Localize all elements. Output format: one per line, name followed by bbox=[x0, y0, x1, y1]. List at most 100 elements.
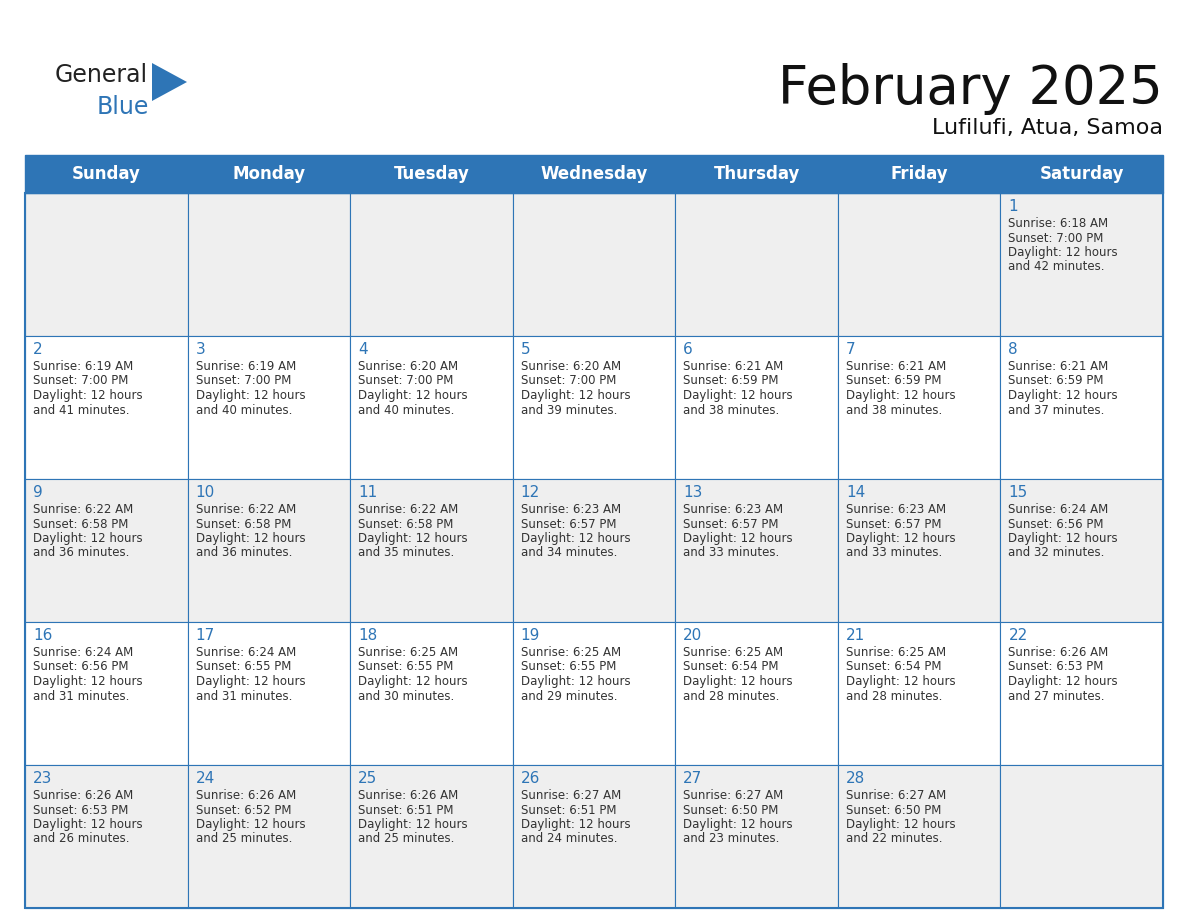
Text: and 31 minutes.: and 31 minutes. bbox=[33, 689, 129, 702]
Text: Sunrise: 6:22 AM: Sunrise: 6:22 AM bbox=[358, 503, 459, 516]
Text: 1: 1 bbox=[1009, 199, 1018, 214]
Text: Sunset: 6:58 PM: Sunset: 6:58 PM bbox=[33, 518, 128, 531]
Text: Sunrise: 6:24 AM: Sunrise: 6:24 AM bbox=[1009, 503, 1108, 516]
Text: Sunset: 7:00 PM: Sunset: 7:00 PM bbox=[196, 375, 291, 387]
Text: Friday: Friday bbox=[890, 165, 948, 183]
Bar bbox=[25, 622, 188, 765]
Bar bbox=[1000, 336, 1163, 479]
Text: Daylight: 12 hours: Daylight: 12 hours bbox=[1009, 389, 1118, 402]
Text: Sunset: 6:51 PM: Sunset: 6:51 PM bbox=[520, 803, 617, 816]
Text: 11: 11 bbox=[358, 485, 378, 500]
Text: and 37 minutes.: and 37 minutes. bbox=[1009, 404, 1105, 417]
Text: Sunrise: 6:21 AM: Sunrise: 6:21 AM bbox=[846, 360, 946, 373]
Text: and 35 minutes.: and 35 minutes. bbox=[358, 546, 454, 559]
Text: 2: 2 bbox=[33, 342, 43, 357]
Text: and 22 minutes.: and 22 minutes. bbox=[846, 833, 942, 845]
Text: Daylight: 12 hours: Daylight: 12 hours bbox=[196, 532, 305, 545]
Text: Sunrise: 6:25 AM: Sunrise: 6:25 AM bbox=[520, 646, 621, 659]
Bar bbox=[513, 765, 675, 908]
Text: Sunset: 6:56 PM: Sunset: 6:56 PM bbox=[1009, 518, 1104, 531]
Bar bbox=[675, 765, 838, 908]
Bar bbox=[838, 622, 1000, 765]
Bar bbox=[675, 336, 838, 479]
Bar bbox=[838, 765, 1000, 908]
Text: Daylight: 12 hours: Daylight: 12 hours bbox=[846, 818, 955, 831]
Text: 8: 8 bbox=[1009, 342, 1018, 357]
Text: and 29 minutes.: and 29 minutes. bbox=[520, 689, 618, 702]
Bar bbox=[1000, 765, 1163, 908]
Text: 13: 13 bbox=[683, 485, 702, 500]
Text: and 31 minutes.: and 31 minutes. bbox=[196, 689, 292, 702]
Bar bbox=[188, 155, 350, 193]
Text: Sunday: Sunday bbox=[71, 165, 140, 183]
Text: and 40 minutes.: and 40 minutes. bbox=[196, 404, 292, 417]
Text: and 32 minutes.: and 32 minutes. bbox=[1009, 546, 1105, 559]
Text: Daylight: 12 hours: Daylight: 12 hours bbox=[196, 389, 305, 402]
Text: 7: 7 bbox=[846, 342, 855, 357]
Text: Sunset: 6:58 PM: Sunset: 6:58 PM bbox=[196, 518, 291, 531]
Text: Daylight: 12 hours: Daylight: 12 hours bbox=[683, 818, 792, 831]
Text: and 33 minutes.: and 33 minutes. bbox=[683, 546, 779, 559]
Text: Lufilufi, Atua, Samoa: Lufilufi, Atua, Samoa bbox=[933, 118, 1163, 138]
Text: Sunrise: 6:26 AM: Sunrise: 6:26 AM bbox=[1009, 646, 1108, 659]
Text: Daylight: 12 hours: Daylight: 12 hours bbox=[358, 675, 468, 688]
Text: 21: 21 bbox=[846, 628, 865, 643]
Bar bbox=[675, 622, 838, 765]
Text: Daylight: 12 hours: Daylight: 12 hours bbox=[520, 532, 631, 545]
Polygon shape bbox=[152, 63, 187, 101]
Bar bbox=[25, 765, 188, 908]
Bar bbox=[513, 336, 675, 479]
Text: and 38 minutes.: and 38 minutes. bbox=[683, 404, 779, 417]
Text: Sunset: 6:52 PM: Sunset: 6:52 PM bbox=[196, 803, 291, 816]
Bar bbox=[350, 336, 513, 479]
Bar bbox=[350, 479, 513, 622]
Text: 15: 15 bbox=[1009, 485, 1028, 500]
Text: Daylight: 12 hours: Daylight: 12 hours bbox=[846, 389, 955, 402]
Text: February 2025: February 2025 bbox=[778, 63, 1163, 115]
Text: Sunset: 6:51 PM: Sunset: 6:51 PM bbox=[358, 803, 454, 816]
Text: and 33 minutes.: and 33 minutes. bbox=[846, 546, 942, 559]
Bar bbox=[1000, 193, 1163, 336]
Text: Sunset: 6:53 PM: Sunset: 6:53 PM bbox=[1009, 660, 1104, 674]
Bar bbox=[188, 336, 350, 479]
Bar bbox=[675, 479, 838, 622]
Text: 6: 6 bbox=[683, 342, 693, 357]
Text: Sunrise: 6:27 AM: Sunrise: 6:27 AM bbox=[846, 789, 946, 802]
Text: Daylight: 12 hours: Daylight: 12 hours bbox=[1009, 675, 1118, 688]
Text: Thursday: Thursday bbox=[713, 165, 800, 183]
Text: Daylight: 12 hours: Daylight: 12 hours bbox=[520, 389, 631, 402]
Bar bbox=[188, 193, 350, 336]
Bar bbox=[513, 622, 675, 765]
Text: Sunrise: 6:23 AM: Sunrise: 6:23 AM bbox=[683, 503, 783, 516]
Bar bbox=[25, 155, 188, 193]
Text: Sunrise: 6:23 AM: Sunrise: 6:23 AM bbox=[846, 503, 946, 516]
Text: Sunrise: 6:26 AM: Sunrise: 6:26 AM bbox=[33, 789, 133, 802]
Bar bbox=[188, 622, 350, 765]
Bar bbox=[25, 155, 1163, 193]
Text: Daylight: 12 hours: Daylight: 12 hours bbox=[1009, 246, 1118, 259]
Text: and 40 minutes.: and 40 minutes. bbox=[358, 404, 455, 417]
Text: Sunset: 6:58 PM: Sunset: 6:58 PM bbox=[358, 518, 454, 531]
Text: 24: 24 bbox=[196, 771, 215, 786]
Text: Blue: Blue bbox=[97, 95, 150, 119]
Bar bbox=[675, 155, 838, 193]
Text: Daylight: 12 hours: Daylight: 12 hours bbox=[683, 675, 792, 688]
Text: and 27 minutes.: and 27 minutes. bbox=[1009, 689, 1105, 702]
Text: and 30 minutes.: and 30 minutes. bbox=[358, 689, 454, 702]
Text: Sunrise: 6:26 AM: Sunrise: 6:26 AM bbox=[196, 789, 296, 802]
Text: Sunset: 6:56 PM: Sunset: 6:56 PM bbox=[33, 660, 128, 674]
Text: 23: 23 bbox=[33, 771, 52, 786]
Text: Sunset: 6:55 PM: Sunset: 6:55 PM bbox=[196, 660, 291, 674]
Text: Daylight: 12 hours: Daylight: 12 hours bbox=[683, 532, 792, 545]
Text: Sunrise: 6:21 AM: Sunrise: 6:21 AM bbox=[1009, 360, 1108, 373]
Text: 19: 19 bbox=[520, 628, 541, 643]
Text: Sunrise: 6:25 AM: Sunrise: 6:25 AM bbox=[846, 646, 946, 659]
Bar bbox=[188, 479, 350, 622]
Text: and 41 minutes.: and 41 minutes. bbox=[33, 404, 129, 417]
Text: Daylight: 12 hours: Daylight: 12 hours bbox=[1009, 532, 1118, 545]
Bar bbox=[350, 155, 513, 193]
Text: Sunrise: 6:24 AM: Sunrise: 6:24 AM bbox=[33, 646, 133, 659]
Bar bbox=[350, 622, 513, 765]
Text: 17: 17 bbox=[196, 628, 215, 643]
Bar bbox=[1000, 479, 1163, 622]
